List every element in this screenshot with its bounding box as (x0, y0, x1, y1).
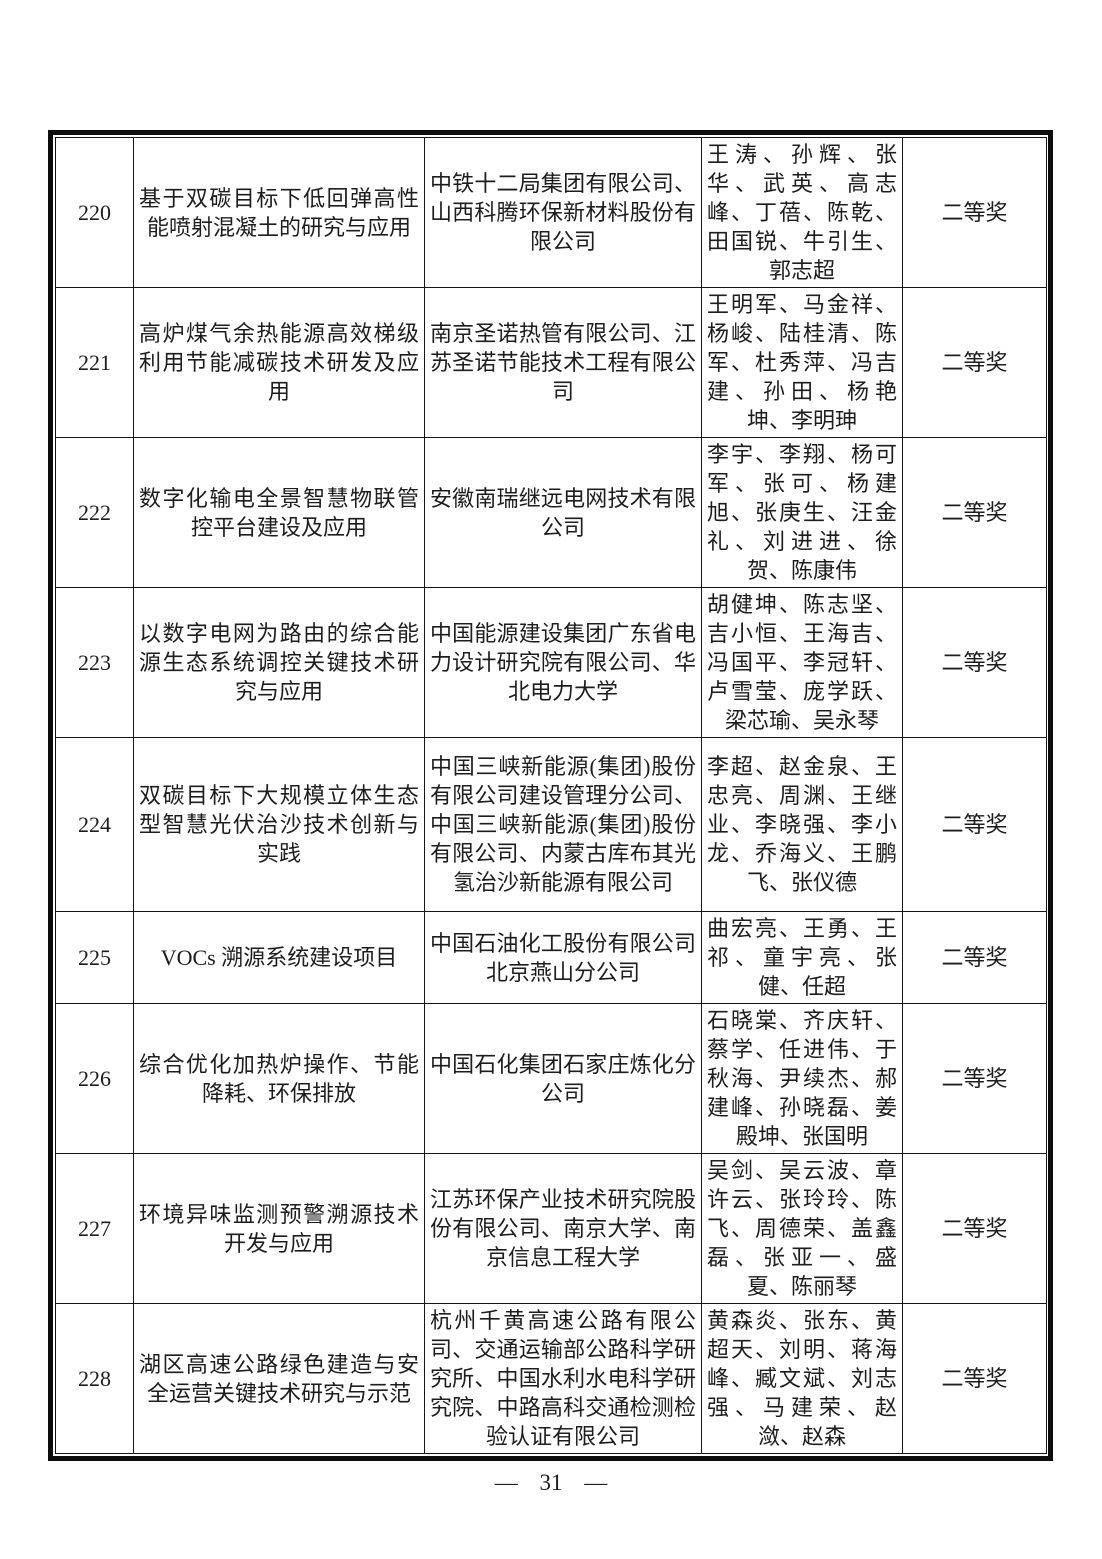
people-cell: 胡健坤、陈志坚、吉小恒、王海吉、冯国平、李冠轩、卢雪莹、庞学跃、梁芯瑜、吴永琴 (701, 587, 903, 738)
organization-cell: 中国能源建设集团广东省电力设计研究院有限公司、华北电力大学 (424, 587, 702, 738)
project-name-cell: 综合优化加热炉操作、节能降耗、环保排放 (133, 1003, 425, 1154)
table-row: 221 高炉煤气余热能源高效梯级利用节能减碳技术研发及应用 南京圣诺热管有限公司、江… (55, 287, 1047, 438)
row-number-cell: 224 (55, 737, 134, 912)
table-row: 228 湖区高速公路绿色建造与安全运营关键技术研究与示范 杭州千黄高速公路有限公司、… (55, 1303, 1047, 1454)
organization-cell: 中国三峡新能源(集团)股份有限公司建设管理分公司、中国三峡新能源(集团)股份有限… (424, 737, 702, 912)
award-table-body: 220 基于双碳目标下低回弹高性能喷射混凝土的研究与应用 中铁十二局集团有限公司、山… (55, 137, 1047, 1454)
table-row: 220 基于双碳目标下低回弹高性能喷射混凝土的研究与应用 中铁十二局集团有限公司、山… (55, 137, 1047, 288)
project-name-cell: 环境异味监测预警溯源技术开发与应用 (133, 1153, 425, 1304)
people-cell: 王明军、马金祥、杨峻、陆桂清、陈军、杜秀萍、冯吉建、孙田、杨艳坤、李明珅 (701, 287, 903, 438)
table-row: 226 综合优化加热炉操作、节能降耗、环保排放 中国石化集团石家庄炼化分公司 石晓棠、… (55, 1003, 1047, 1154)
people-cell: 石晓棠、齐庆轩、蔡学、任进伟、于秋海、尹续杰、郝建峰、孙晓磊、姜殿坤、张国明 (701, 1003, 903, 1154)
table-row: 225 VOCs 溯源系统建设项目 中国石油化工股份有限公司北京燕山分公司 曲宏亮、王… (55, 911, 1047, 1004)
people-cell: 李宇、李翔、杨可军、张可、杨建旭、张庚生、汪金礼、刘进进、徐贺、陈康伟 (701, 437, 903, 588)
award-table: 220 基于双碳目标下低回弹高性能喷射混凝土的研究与应用 中铁十二局集团有限公司、山… (48, 130, 1053, 1461)
people-cell: 曲宏亮、王勇、王祁、童宇亮、张健、任超 (701, 911, 903, 1004)
award-cell: 二等奖 (902, 137, 1047, 288)
project-name-cell: 基于双碳目标下低回弹高性能喷射混凝土的研究与应用 (133, 137, 425, 288)
award-cell: 二等奖 (902, 737, 1047, 912)
row-number-cell: 222 (55, 437, 134, 588)
row-number-cell: 223 (55, 587, 134, 738)
people-cell: 王涛、孙辉、张华、武英、高志峰、丁蓓、陈乾、田国锐、牛引生、郭志超 (701, 137, 903, 288)
organization-cell: 中国石化集团石家庄炼化分公司 (424, 1003, 702, 1154)
people-cell: 李超、赵金泉、王忠亮、周渊、王继业、李晓强、李小龙、乔海义、王鹏飞、张仪德 (701, 737, 903, 912)
organization-cell: 杭州千黄高速公路有限公司、交通运输部公路科学研究所、中国水利水电科学研究院、中路… (424, 1303, 702, 1454)
row-number-cell: 228 (55, 1303, 134, 1454)
award-cell: 二等奖 (902, 587, 1047, 738)
project-name-cell: 湖区高速公路绿色建造与安全运营关键技术研究与示范 (133, 1303, 425, 1454)
table-row: 222 数字化输电全景智慧物联管控平台建设及应用 安徽南瑞继远电网技术有限公司 李宇、… (55, 437, 1047, 588)
award-cell: 二等奖 (902, 287, 1047, 438)
award-table-grid: 220 基于双碳目标下低回弹高性能喷射混凝土的研究与应用 中铁十二局集团有限公司、山… (55, 137, 1047, 1454)
row-number-cell: 227 (55, 1153, 134, 1304)
project-name-cell: VOCs 溯源系统建设项目 (133, 911, 425, 1004)
row-number-cell: 221 (55, 287, 134, 438)
row-number-cell: 220 (55, 137, 134, 288)
page-number: — 31 — (494, 1470, 608, 1495)
row-number-cell: 225 (55, 911, 134, 1004)
organization-cell: 安徽南瑞继远电网技术有限公司 (424, 437, 702, 588)
organization-cell: 南京圣诺热管有限公司、江苏圣诺节能技术工程有限公司 (424, 287, 702, 438)
project-name-cell: 以数字电网为路由的综合能源生态系统调控关键技术研究与应用 (133, 587, 425, 738)
project-name-cell: 数字化输电全景智慧物联管控平台建设及应用 (133, 437, 425, 588)
people-cell: 黄森炎、张东、黄超天、刘明、蒋海峰、臧文斌、刘志强、马建荣、赵潋、赵森 (701, 1303, 903, 1454)
organization-cell: 江苏环保产业技术研究院股份有限公司、南京大学、南京信息工程大学 (424, 1153, 702, 1304)
people-cell: 吴剑、吴云波、章许云、张玲玲、陈飞、周德荣、盖鑫磊、张亚一、盛夏、陈丽琴 (701, 1153, 903, 1304)
row-number-cell: 226 (55, 1003, 134, 1154)
project-name-cell: 双碳目标下大规模立体生态型智慧光伏治沙技术创新与实践 (133, 737, 425, 912)
table-row: 227 环境异味监测预警溯源技术开发与应用 江苏环保产业技术研究院股份有限公司、南京… (55, 1153, 1047, 1304)
project-name-cell: 高炉煤气余热能源高效梯级利用节能减碳技术研发及应用 (133, 287, 425, 438)
award-cell: 二等奖 (902, 911, 1047, 1004)
table-row: 223 以数字电网为路由的综合能源生态系统调控关键技术研究与应用 中国能源建设集团广… (55, 587, 1047, 738)
award-cell: 二等奖 (902, 1153, 1047, 1304)
organization-cell: 中国石油化工股份有限公司北京燕山分公司 (424, 911, 702, 1004)
organization-cell: 中铁十二局集团有限公司、山西科腾环保新材料股份有限公司 (424, 137, 702, 288)
award-cell: 二等奖 (902, 1003, 1047, 1154)
table-row: 224 双碳目标下大规模立体生态型智慧光伏治沙技术创新与实践 中国三峡新能源(集团)… (55, 737, 1047, 912)
award-cell: 二等奖 (902, 1303, 1047, 1454)
award-cell: 二等奖 (902, 437, 1047, 588)
